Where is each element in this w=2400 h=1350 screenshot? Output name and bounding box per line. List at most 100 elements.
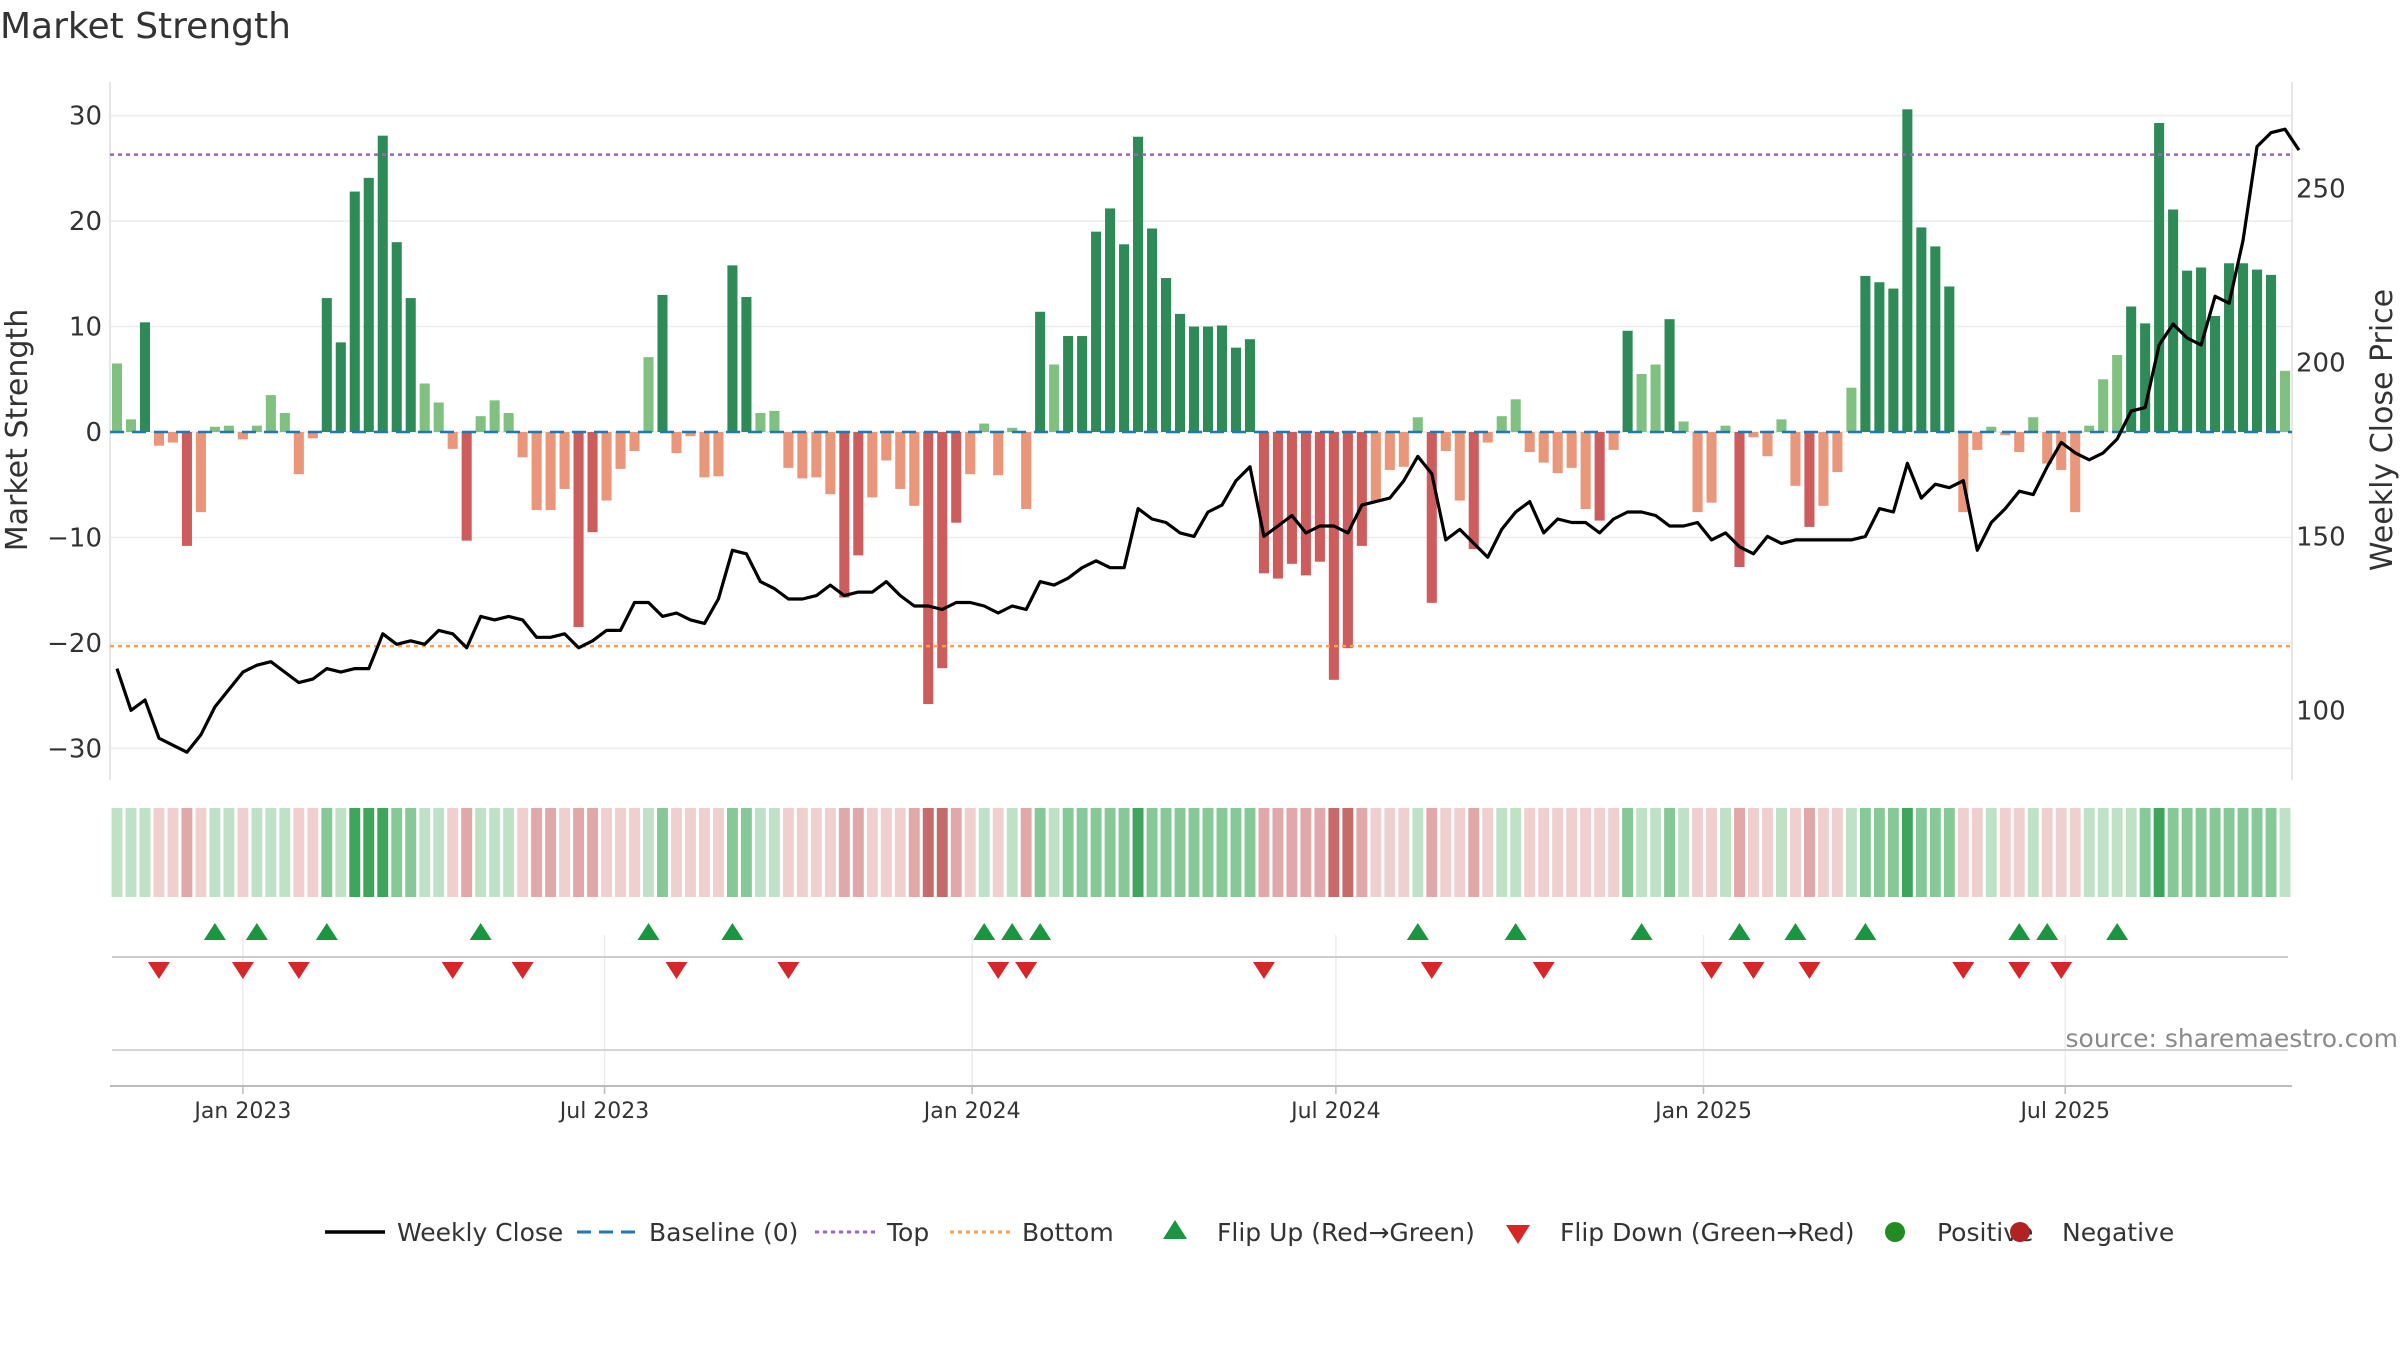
heat-cell [1370,808,1382,897]
y-left-tick-label: −10 [47,523,102,553]
heat-cell [2111,808,2123,897]
heat-cell [559,808,571,897]
x-tick-label: Jul 2025 [2018,1099,2110,1124]
strength-bar [419,383,430,432]
y-axis-left-title: Market Strength [0,309,35,551]
strength-bar [517,432,528,458]
strength-bar [2014,432,2025,453]
heat-cell [2237,808,2249,897]
flip-up-marker [245,923,268,940]
heat-cell [1762,808,1773,897]
heat-cell [1929,808,1941,897]
legend-item: Top [815,1218,929,1247]
strength-bar [391,242,402,432]
strength-bar [349,191,360,432]
strength-bar [1286,432,1297,564]
heat-cell [1062,808,1074,897]
heat-cell [810,808,822,897]
heat-cell [1692,808,1703,897]
heat-cell [1999,808,2011,897]
x-tick-label: Jan 2023 [192,1099,291,1124]
strength-bar [1944,286,1955,432]
y-right-tick-label: 250 [2296,174,2346,204]
legend-label: Flip Up (Red→Green) [1217,1218,1475,1247]
flip-down-marker [1798,962,1821,979]
flip-down-marker [1252,962,1275,979]
heat-cell [964,808,976,897]
legend-swatch [1506,1225,1530,1244]
strength-bar [1496,416,1507,432]
flip-up-marker [315,923,338,940]
flip-down-marker [2050,962,2073,979]
legend-swatch [2010,1222,2030,1242]
heat-cell [1524,808,1536,897]
heat-cell [1650,808,1662,897]
strength-bar [937,432,948,669]
legend-label: Top [886,1218,929,1247]
x-axis-date-ticks: Jan 2023 Jul 2023 Jan 2024 Jul 2024 Jan 2025… [192,1086,2110,1124]
heat-cell [1720,808,1731,897]
reference-lines [110,153,2292,648]
strength-bar [1356,432,1367,546]
heat-cell [349,808,361,897]
strength-bar [1510,399,1521,432]
heat-cell [2279,808,2291,897]
heat-cell [2223,808,2235,897]
strength-bar [461,432,472,541]
strength-bar [629,432,640,451]
heat-cell [573,808,585,897]
y-left-tick-label: −20 [47,629,102,659]
flip-up-marker [2106,923,2129,940]
strength-bar [1524,432,1535,453]
flip-up-marker [973,923,996,940]
heat-cell [1957,808,1969,897]
strength-bar [1202,326,1214,432]
y-left-tick-label: −30 [47,734,102,764]
heat-cell [2097,808,2109,897]
flip-up-marker [1784,923,1807,940]
heat-cell [1482,808,1494,897]
x-tick-label: Jan 2025 [1653,1099,1752,1124]
strength-bar [209,426,220,432]
strength-bar [181,432,192,546]
heat-cell [1188,808,1200,897]
heat-cell [1985,808,1997,897]
heat-cell [1160,808,1172,897]
strength-bar [1091,231,1102,432]
strength-bar [293,432,304,475]
strength-bar [1272,432,1283,579]
strength-bar [1244,339,1255,432]
strength-bar [951,432,962,523]
heat-cell [1901,808,1913,897]
strength-bar [1692,432,1703,513]
heat-cell [1776,808,1787,897]
flip-up-marker [2036,923,2059,940]
strength-bar [2126,306,2137,432]
heat-cell [587,808,599,897]
legend-swatch [1163,1220,1187,1239]
strength-bar [2084,425,2095,432]
strength-bar [2098,379,2109,432]
flip-down-marker [511,962,534,979]
strength-bar [237,432,248,440]
heat-cell [922,808,934,897]
strength-bar [1468,432,1479,550]
heat-cell [1216,808,1228,897]
strength-bar [923,432,934,705]
heat-cell [796,808,808,897]
strength-bar [1846,387,1857,432]
heat-cell [237,808,249,897]
heat-cell [475,808,487,897]
heat-cell [1426,808,1438,897]
strength-bar [1720,425,1731,432]
strength-bar [601,432,612,501]
strength-bar [489,400,500,432]
strength-bar [531,432,542,511]
strength-bar [741,297,752,432]
strength-bar [1440,432,1451,451]
heat-cell [1706,808,1717,897]
strength-bar [573,432,584,628]
heat-cell [894,808,906,897]
strength-bar [979,423,990,432]
